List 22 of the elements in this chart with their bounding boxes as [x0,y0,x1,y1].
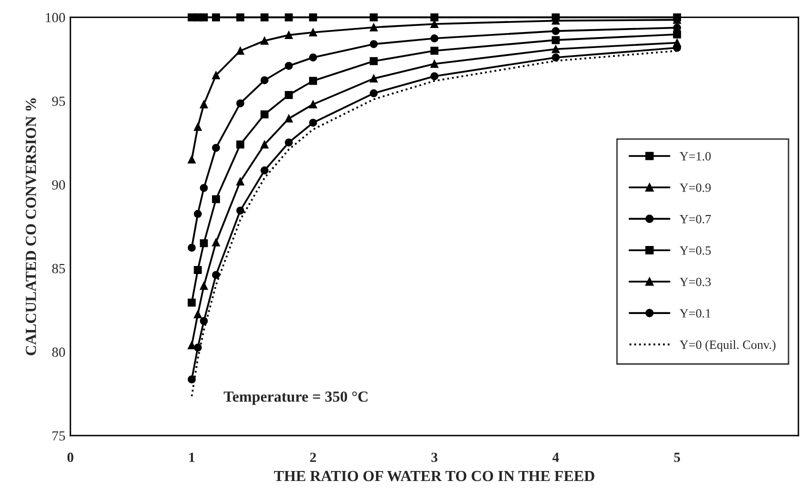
x-tick-label: 3 [431,452,438,462]
legend-label: Y=0.7 [680,214,711,224]
y-tick-label: 100 [46,12,66,22]
legend-label: Y=0.9 [680,183,711,192]
x-tick-label: 5 [674,452,680,462]
legend-label: Y=0.1 [680,309,710,318]
y-axis-title: CALCULATED CO CONVERSION % [26,98,36,356]
annotation: Temperature = 350 °C [224,391,368,405]
x-tick-label: 2 [310,452,316,462]
legend-label: Y=1.0 [680,152,711,161]
y-tick-label: 80 [52,348,66,357]
x-axis-title: THE RATIO OF WATER TO CO IN THE FEED [274,470,594,482]
y-tick-label: 75 [52,431,65,441]
y-tick-label: 95 [52,96,65,106]
legend-label: Y=0.3 [680,278,711,286]
y-tick-label: 90 [52,180,66,190]
x-tick-label: 0 [67,452,74,462]
legend-label: Y=0.5 [680,246,711,255]
legend-label: Y=0 (Equil. Conv.) [680,340,776,352]
y-tick-label: 85 [52,264,65,274]
x-tick-label: 1 [189,452,194,462]
x-tick-label: 4 [552,452,559,462]
